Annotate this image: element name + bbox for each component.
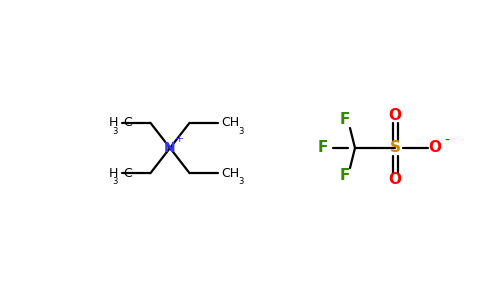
Text: F: F xyxy=(318,140,328,155)
Text: O: O xyxy=(389,109,402,124)
Text: CH: CH xyxy=(222,167,240,180)
Text: 3: 3 xyxy=(112,177,118,186)
Text: F: F xyxy=(340,112,350,128)
Text: 3: 3 xyxy=(239,127,244,136)
Text: H: H xyxy=(109,167,119,180)
Text: N: N xyxy=(164,141,176,155)
Text: H: H xyxy=(109,116,119,129)
Text: CH: CH xyxy=(222,116,240,129)
Text: S: S xyxy=(390,140,400,155)
Text: +: + xyxy=(174,134,184,144)
Text: -: - xyxy=(445,134,450,148)
Text: F: F xyxy=(340,169,350,184)
Text: C: C xyxy=(123,167,132,180)
Text: C: C xyxy=(123,116,132,129)
Text: O: O xyxy=(428,140,441,155)
Text: O: O xyxy=(389,172,402,188)
Text: 3: 3 xyxy=(112,127,118,136)
Text: 3: 3 xyxy=(239,177,244,186)
